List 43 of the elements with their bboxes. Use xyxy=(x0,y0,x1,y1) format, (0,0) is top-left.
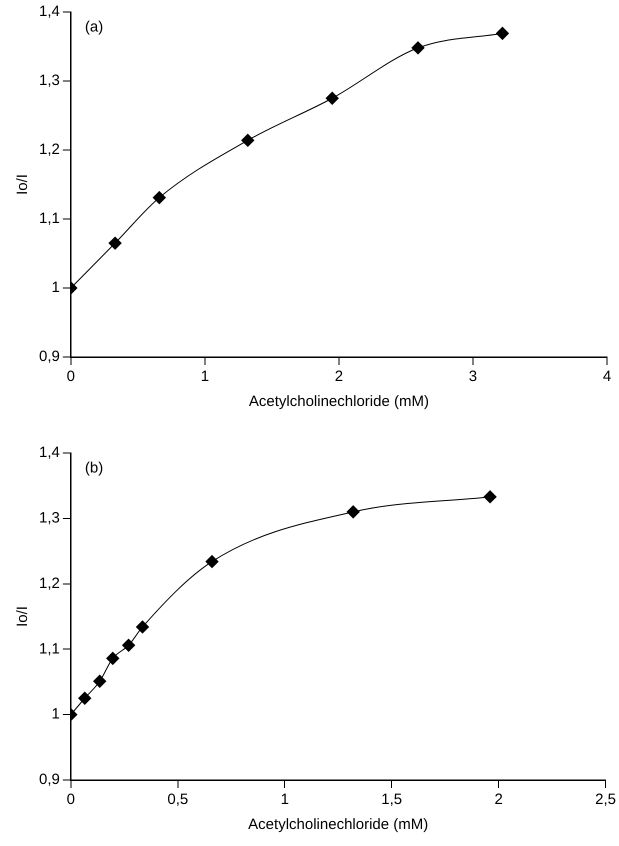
point xyxy=(484,490,497,504)
y-tick-label: 1,3 xyxy=(38,510,60,527)
y-tick-label: 0,9 xyxy=(38,348,60,366)
x-axis-title: Acetylcholinechloride (mM) xyxy=(248,393,429,410)
annotation: (b) xyxy=(84,460,104,477)
x-tick-label: 3 xyxy=(468,368,478,386)
y-axis-title: Io/I xyxy=(14,174,32,195)
point xyxy=(241,134,254,147)
y-tick-label: 1,4 xyxy=(38,3,60,20)
x-tick-label: 0 xyxy=(66,791,76,808)
point xyxy=(93,674,106,688)
y-tick-label: 1 xyxy=(52,706,60,723)
y-tick-label: 0,9 xyxy=(38,771,60,788)
x-tick-label: 1,5 xyxy=(381,791,402,808)
x-tick-label: 2,5 xyxy=(595,791,616,808)
y-tick-label: 1 xyxy=(52,279,60,296)
point xyxy=(346,505,360,518)
y-tick-label: 1,3 xyxy=(38,72,60,90)
y-tick-label: 1,1 xyxy=(38,640,60,658)
point xyxy=(496,26,509,40)
point xyxy=(152,191,166,204)
x-tick-label: 0 xyxy=(66,368,76,386)
x-axis-title: Acetylcholinechloride (mM) xyxy=(248,816,428,834)
y-tick-label: 1,2 xyxy=(38,141,60,158)
point xyxy=(206,555,219,568)
y-tick-label: 1,4 xyxy=(38,444,60,462)
x-tick-label: 2 xyxy=(334,368,344,386)
y-axis-title: Io/I xyxy=(14,606,32,627)
point xyxy=(122,638,136,652)
y-tick-label: 1,2 xyxy=(38,574,60,592)
annotation: (a) xyxy=(84,18,104,36)
x-tick-label: 2 xyxy=(494,791,503,808)
point xyxy=(326,92,339,105)
point xyxy=(106,652,120,665)
x-tick-label: 1 xyxy=(280,791,289,808)
x-tick-label: 0,5 xyxy=(167,791,188,808)
y-tick-label: 1,1 xyxy=(38,210,60,228)
x-tick-label: 4 xyxy=(602,368,612,386)
point xyxy=(136,620,150,634)
point xyxy=(78,692,92,705)
point xyxy=(108,236,122,250)
point xyxy=(412,41,425,54)
x-tick-label: 1 xyxy=(200,368,210,386)
